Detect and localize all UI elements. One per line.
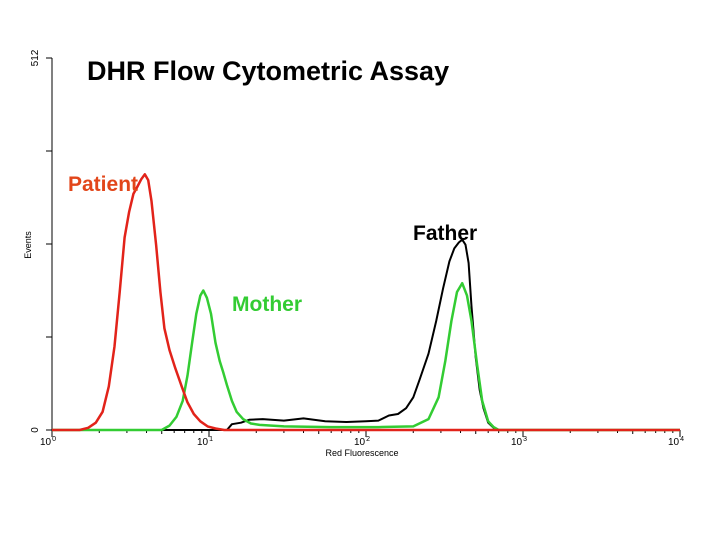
x-tick-label: 104 bbox=[668, 436, 684, 448]
x-tick-label: 101 bbox=[197, 436, 213, 448]
y-tick-label: 0 bbox=[30, 427, 41, 433]
y-tick-label: 512 bbox=[30, 49, 41, 66]
y-axis-label: Events bbox=[23, 231, 33, 259]
x-tick-label: 103 bbox=[511, 436, 527, 448]
axis-ticks: 0 512 100 101 102 103 104 bbox=[30, 49, 684, 448]
chart-title: DHR Flow Cytometric Assay bbox=[87, 56, 449, 86]
series-labels: Patient Mother Father bbox=[68, 173, 477, 316]
series-line-patient bbox=[52, 173, 680, 432]
series-label-patient: Patient bbox=[68, 173, 138, 196]
axes bbox=[51, 58, 680, 431]
x-tick-label: 102 bbox=[354, 436, 370, 448]
series-label-father: Father bbox=[413, 222, 477, 245]
x-tick-label: 100 bbox=[40, 436, 56, 448]
series-label-mother: Mother bbox=[232, 293, 302, 316]
series-lines bbox=[52, 173, 680, 432]
x-axis-label: Red Fluorescence bbox=[325, 448, 398, 458]
series-line-mother bbox=[52, 281, 680, 432]
series-line-father bbox=[52, 238, 680, 431]
